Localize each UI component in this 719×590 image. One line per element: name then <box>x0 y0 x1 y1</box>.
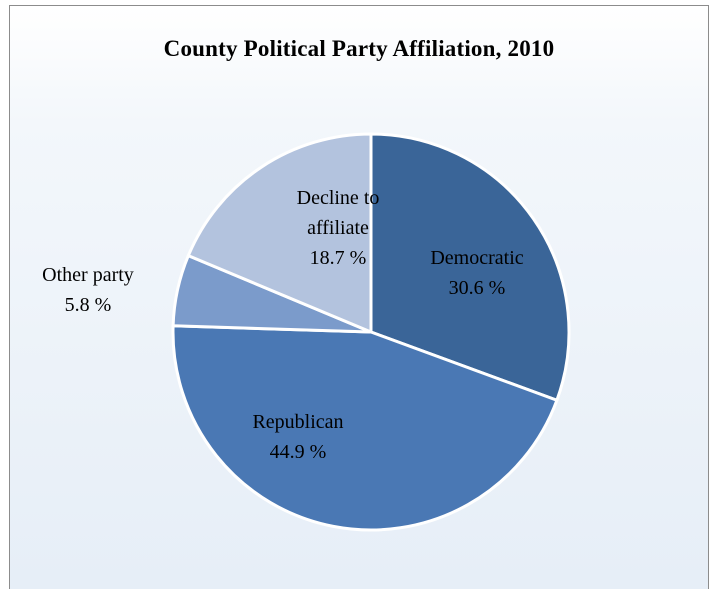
slice-label-other-party: Other party 5.8 % <box>42 264 134 316</box>
chart-title: County Political Party Affiliation, 2010 <box>163 36 555 61</box>
slice-label-democratic: Democratic 30.6 % <box>430 247 523 299</box>
slice-label-republican: Republican 44.9 % <box>252 411 343 463</box>
pie-slice-decline-to-affiliate <box>186 132 373 334</box>
pie-slice-republican <box>171 324 559 532</box>
chart-frame: County Political Party Affiliation, 2010… <box>9 5 709 589</box>
pie-chart: Democratic 30.6 % Republican 44.9 % Other pa… <box>42 132 571 532</box>
slice-label-decline-to-affiliate: Decline to affiliate 18.7 % <box>297 187 380 269</box>
pie-slice-democratic <box>369 132 571 402</box>
